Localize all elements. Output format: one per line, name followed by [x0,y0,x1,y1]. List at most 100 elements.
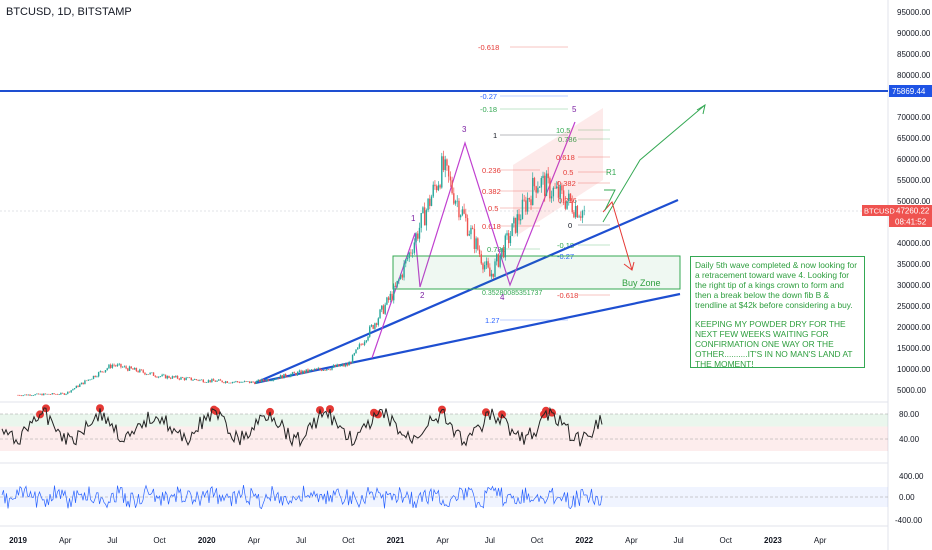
candle-body [562,190,565,202]
candle-body [267,379,270,381]
candle-body [176,375,179,379]
chart-labels: 1 2 3 4 5 R1 Buy Zone [411,105,661,302]
candle-body [80,382,83,385]
candle-body [283,373,285,379]
candle-body [154,375,156,377]
candle-body [295,373,297,376]
candle-body [382,305,385,314]
candle-body [454,201,457,204]
candle-body [109,364,112,368]
candle-body [262,379,265,381]
candle-body [231,381,234,383]
candle-body [63,393,66,395]
candle-body [111,364,114,368]
time-tick-label: Oct [342,536,355,545]
candle-body [571,200,573,213]
osc1-tick: 80.00 [899,410,920,419]
analysis-note: Daily 5th wave completed & now looking f… [690,256,865,369]
candle-body [475,238,477,249]
candle-body [353,353,355,355]
candle-body [209,380,211,383]
candle-body [453,193,455,204]
candle-body [61,392,64,394]
candle-body [434,184,436,187]
candle-body [166,375,168,379]
candle-body [324,370,326,371]
fib-level-label: 0.382 [557,179,576,188]
candle-body [540,178,543,188]
time-tick-label: 2022 [575,536,593,545]
wave-label: 4 [500,293,505,302]
bull-arrowhead [696,103,706,115]
candle-body [101,371,103,372]
candle-body [212,379,215,381]
candle-body [226,381,229,383]
candle-body [274,378,277,380]
time-tick-label: 2023 [764,536,782,545]
candle-body [569,193,572,201]
candle-body [247,381,249,382]
candle-body [250,381,253,384]
candle-body [439,185,441,188]
candle-body [413,242,416,253]
fib-level-label: -0.618 [557,291,578,300]
candle-body [31,395,33,397]
candle-body [288,376,290,378]
candle-body [320,369,323,371]
candle-body [350,362,352,364]
candle-body [583,210,585,211]
candle-body [430,196,433,206]
osc2-band [0,487,888,507]
candle-body [41,393,43,396]
candle-body [367,336,369,341]
candle-body [236,381,239,382]
candle-body [159,376,162,377]
symbol-tag-text: BTCUSD [864,207,895,216]
candle-body [322,370,325,371]
last-price-text: 47260.22 [896,207,930,216]
candle-body [341,364,343,366]
candle-body [145,374,148,375]
candle-body [355,349,357,354]
trendline-lower [254,292,681,385]
candle-body [374,323,376,329]
price-tick-label: 15000.00 [897,344,931,353]
candle-body [238,381,241,383]
candle-body [561,185,563,191]
candle-body [490,273,493,277]
price-tick-label: 40000.00 [897,239,931,248]
osc2-tick: 0.00 [899,493,915,502]
candle-body [252,381,254,383]
candle-body [399,274,402,280]
candle-body [485,261,488,266]
candle-body [552,187,555,197]
candle-body [255,381,258,384]
oscillator-2: 400.00 0.00 -400.00 [0,472,924,525]
candle-body [89,379,91,381]
price-tick-label: 30000.00 [897,281,931,290]
candle-body [259,379,261,383]
candle-body [538,187,541,188]
candle-body [279,375,282,379]
candle-body [214,380,217,382]
candle-body [317,368,319,369]
candle-body [235,381,237,382]
price-tick-label: 25000.00 [897,302,931,311]
candle-body [223,382,225,383]
candle-body [526,198,529,212]
osc1-series [1,406,603,448]
candle-body [182,377,184,378]
time-tick-label: Jul [673,536,683,545]
candle-body [480,254,482,264]
bull-arrow [602,104,706,223]
candle-body [363,341,366,345]
candle-body [56,394,59,395]
candle-body [137,371,139,373]
candle-body [501,248,503,256]
candle-body [133,367,136,370]
candle-body [271,380,273,382]
candle-body [147,374,150,375]
oscillator-1: 80.00 40.00 [0,404,920,451]
fib-level-label: 1 [556,126,560,135]
